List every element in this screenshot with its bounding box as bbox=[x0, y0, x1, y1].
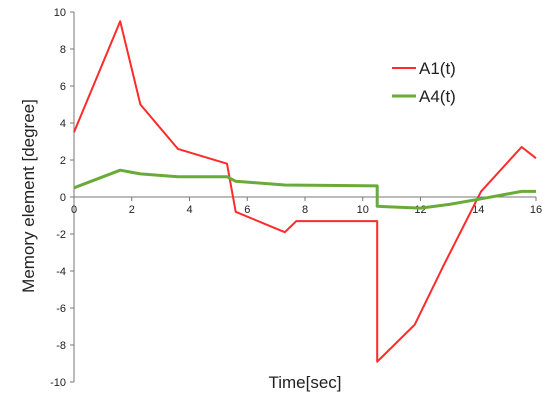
series-line-a4t bbox=[73, 168, 536, 210]
y-tick-label: 2 bbox=[60, 155, 66, 167]
y-tick-label: -10 bbox=[50, 377, 66, 389]
y-tick-label: -4 bbox=[56, 266, 66, 278]
x-tick-label: 0 bbox=[71, 204, 77, 216]
x-axis-label: Time[sec] bbox=[268, 373, 341, 392]
legend-label: A1(t) bbox=[419, 59, 456, 78]
x-tick-label: 14 bbox=[472, 204, 484, 216]
legend: A1(t) A4(t) bbox=[392, 59, 456, 106]
x-tick-label: 4 bbox=[186, 204, 192, 216]
x-tick-label: 10 bbox=[357, 204, 369, 216]
x-tick-label: 12 bbox=[414, 204, 426, 216]
x-tick-label: 6 bbox=[244, 204, 250, 216]
y-tick-label: -8 bbox=[56, 340, 66, 352]
y-tick-label: -2 bbox=[56, 229, 66, 241]
y-tick-label: 8 bbox=[60, 44, 66, 56]
y-tick-label: -6 bbox=[56, 303, 66, 315]
y-tick-label: 4 bbox=[60, 118, 66, 130]
y-axis-label: Memory element [degree] bbox=[19, 99, 38, 293]
x-tick-label: 2 bbox=[129, 204, 135, 216]
y-tick-label: 0 bbox=[60, 192, 66, 204]
series-layer bbox=[73, 20, 537, 363]
x-tick-label: 8 bbox=[302, 204, 308, 216]
y-tick-label: 6 bbox=[60, 81, 66, 93]
axes: -10 -8 -6 -4 -2 0 2 4 6 8 10 0 2 4 6 8 10 12 14 16 bbox=[50, 7, 542, 389]
series-line-a1t bbox=[73, 20, 537, 363]
x-tick-label: 16 bbox=[530, 204, 542, 216]
legend-label: A4(t) bbox=[419, 87, 456, 106]
y-tick-label: 10 bbox=[54, 7, 66, 19]
